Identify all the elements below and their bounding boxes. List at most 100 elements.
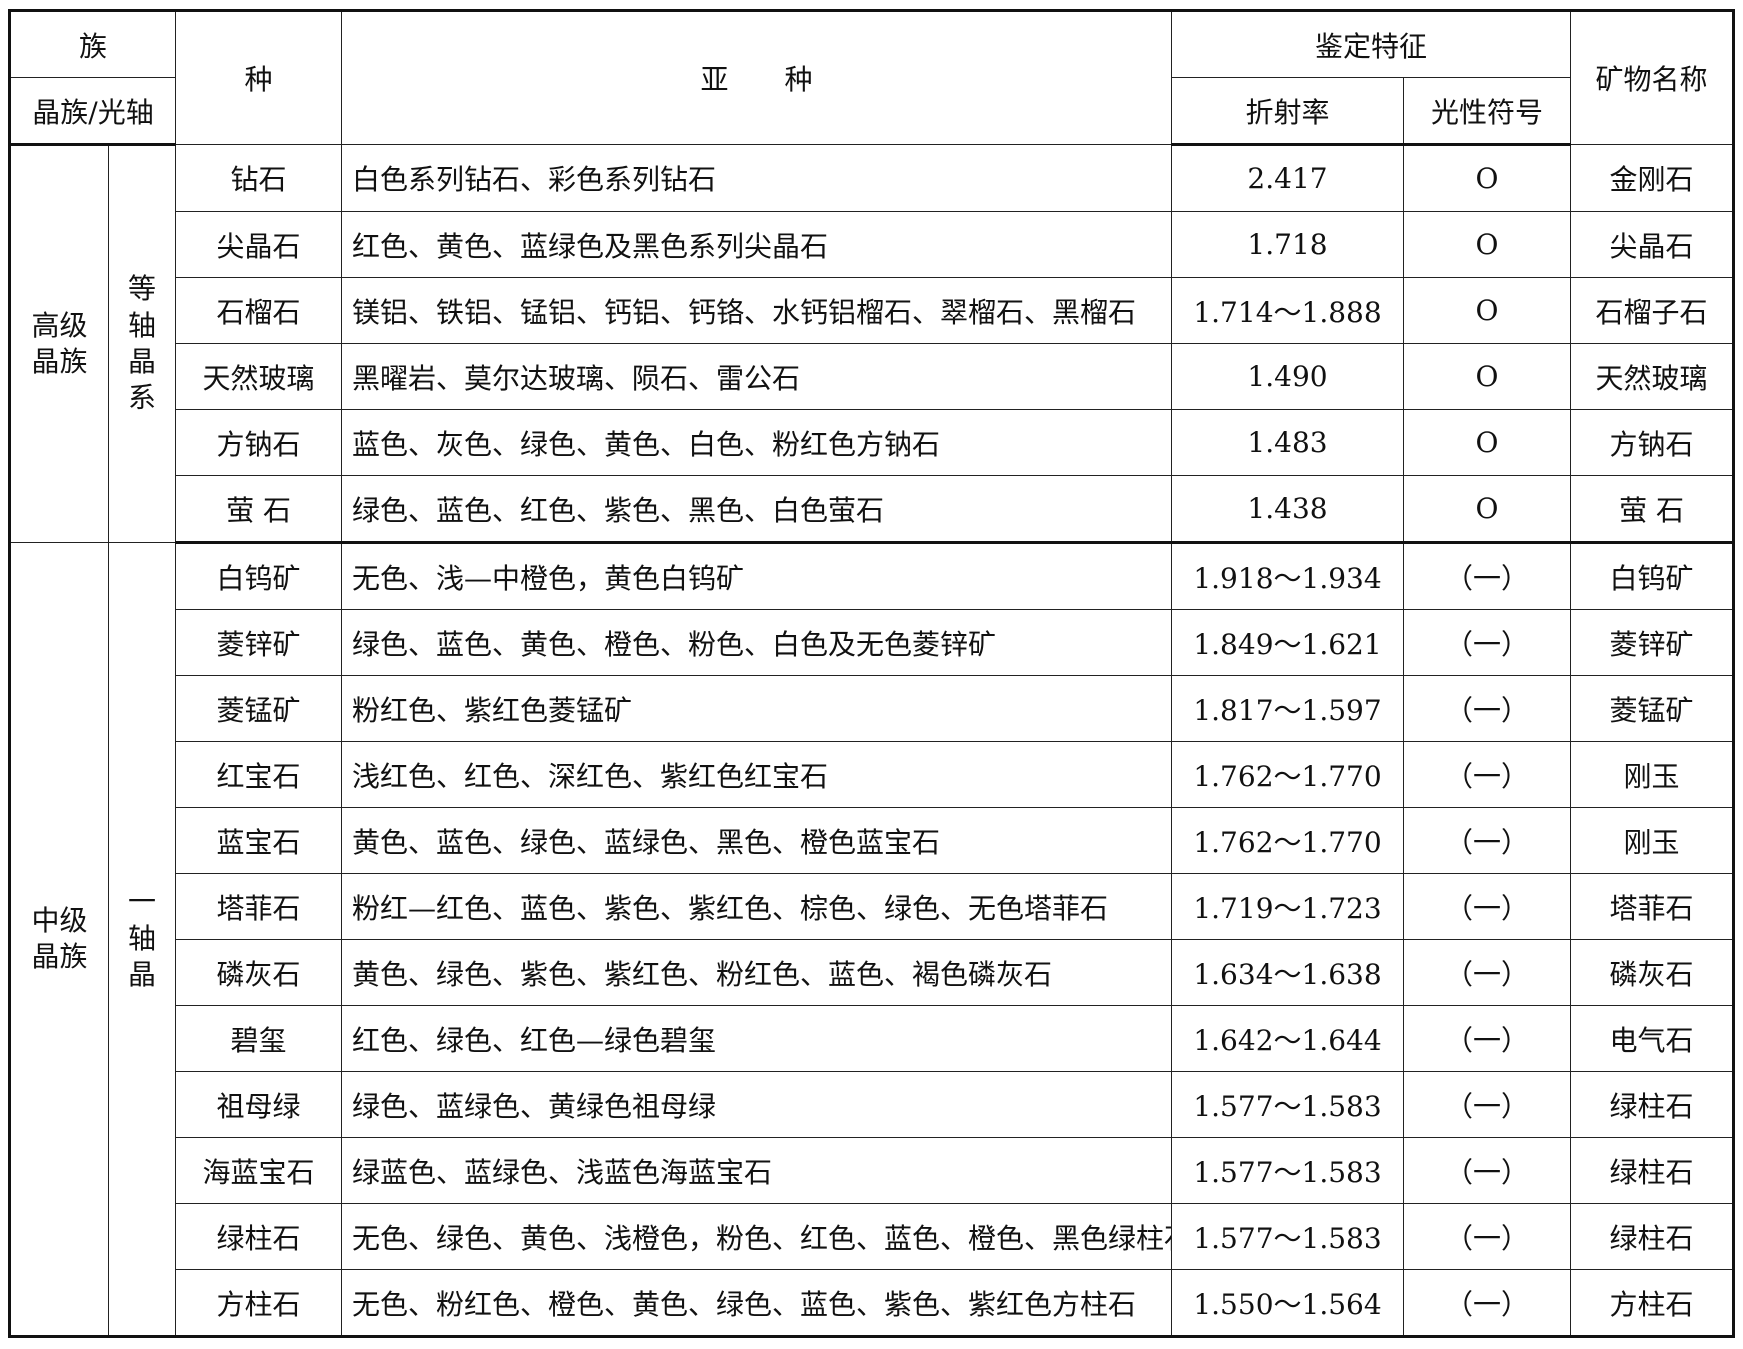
optic-sign-cell: O [1403, 211, 1572, 278]
mineral-name-cell: 石榴子石 [1570, 277, 1735, 344]
table-row: 中级晶族 一轴晶 白钨矿 无色、浅—中橙色，黄色白钨矿 1.918～1.934 （一） 白钨… [9, 542, 1735, 1337]
optic-sign-cell: （一） [1403, 542, 1572, 610]
subspecies-cell: 无色、浅—中橙色，黄色白钨矿 [341, 542, 1173, 610]
subspecies-cell: 黄色、绿色、紫色、紫红色、粉红色、蓝色、褐色磷灰石 [341, 939, 1173, 1006]
optic-sign-cell: （一） [1403, 1137, 1572, 1204]
gemstone-classification-table: 族 种 亚 种 鉴定特征 矿物名称 晶族/光轴 折射率 光性符号 高级晶族 等轴晶… [8, 9, 1736, 1338]
subspecies-cell: 绿色、蓝色、红色、紫色、黑色、白色萤石 [341, 475, 1173, 544]
species-cell: 方钠石 [175, 409, 343, 476]
table-row: 绿柱石 无色、绿色、黄色、浅橙色，粉色、红色、蓝色、橙色、黑色绿柱石 1.577～1… [10, 1203, 1735, 1270]
species-cell: 白钨矿 [175, 542, 343, 610]
refractive-index-cell: 1.762～1.770 [1171, 807, 1405, 874]
table-row: 高级晶族 等轴晶系 钻石 白色系列钻石、彩色系列钻石 2.417 O 金刚石 [9, 144, 1735, 543]
species-cell: 钻石 [175, 144, 343, 212]
subspecies-cell: 绿蓝色、蓝绿色、浅蓝色海蓝宝石 [341, 1137, 1173, 1204]
optic-sign-cell: O [1403, 475, 1572, 544]
refractive-index-cell: 1.550～1.564 [1171, 1269, 1405, 1337]
mineral-name-cell: 刚玉 [1570, 741, 1735, 808]
subspecies-cell: 绿色、蓝色、黄色、橙色、粉色、白色及无色菱锌矿 [341, 609, 1173, 676]
optic-sign-cell: （一） [1403, 1269, 1572, 1337]
subspecies-cell: 镁铝、铁铝、锰铝、钙铝、钙铬、水钙铝榴石、翠榴石、黑榴石 [341, 277, 1173, 344]
subspecies-cell: 粉红色、紫红色菱锰矿 [341, 675, 1173, 742]
refractive-index-cell: 1.817～1.597 [1171, 675, 1405, 742]
optic-sign-cell: （一） [1403, 609, 1572, 676]
species-cell: 方柱石 [175, 1269, 343, 1337]
table-row: 海蓝宝石 绿蓝色、蓝绿色、浅蓝色海蓝宝石 1.577～1.583 （一） 绿柱石 [10, 1137, 1735, 1204]
refractive-index-cell: 1.577～1.583 [1171, 1071, 1405, 1138]
crystal-system-cell: 一轴晶 [107, 542, 177, 1337]
mineral-name-cell: 绿柱石 [1570, 1137, 1735, 1204]
refractive-index-cell: 1.762～1.770 [1171, 741, 1405, 808]
mineral-name-cell: 白钨矿 [1570, 542, 1735, 610]
crystal-system-label: 等轴晶系 [128, 272, 157, 415]
refractive-index-cell: 1.719～1.723 [1171, 873, 1405, 940]
mineral-name-cell: 天然玻璃 [1570, 343, 1735, 410]
refractive-index-cell: 1.634～1.638 [1171, 939, 1405, 1006]
mineral-name-cell: 塔菲石 [1570, 873, 1735, 940]
optic-sign-cell: （一） [1403, 1071, 1572, 1138]
table-row: 碧玺 红色、绿色、红色—绿色碧玺 1.642～1.644 （一） 电气石 [10, 1005, 1735, 1072]
table-row: 尖晶石 红色、黄色、蓝绿色及黑色系列尖晶石 1.718 O 尖晶石 [10, 211, 1735, 278]
crystal-family-cell: 中级晶族 [9, 542, 109, 1337]
optic-sign-cell: （一） [1403, 675, 1572, 742]
species-cell: 绿柱石 [175, 1203, 343, 1270]
mineral-name-cell: 磷灰石 [1570, 939, 1735, 1006]
table-row: 磷灰石 黄色、绿色、紫色、紫红色、粉红色、蓝色、褐色磷灰石 1.634～1.638 （… [10, 939, 1735, 1006]
table-row: 蓝宝石 黄色、蓝色、绿色、蓝绿色、黑色、橙色蓝宝石 1.762～1.770 （一） 刚玉 [10, 807, 1735, 874]
species-cell: 蓝宝石 [175, 807, 343, 874]
subspecies-cell: 白色系列钻石、彩色系列钻石 [341, 144, 1173, 212]
species-cell: 天然玻璃 [175, 343, 343, 410]
header-optic-sign: 光性符号 [1403, 77, 1572, 146]
refractive-index-cell: 1.577～1.583 [1171, 1203, 1405, 1270]
mineral-name-cell: 绿柱石 [1570, 1071, 1735, 1138]
header-identification: 鉴定特征 [1171, 10, 1572, 78]
header-subspecies: 亚 种 [341, 10, 1173, 145]
mineral-name-cell: 方钠石 [1570, 409, 1735, 476]
refractive-index-cell: 1.714～1.888 [1171, 277, 1405, 344]
optic-sign-cell: O [1403, 409, 1572, 476]
subspecies-cell: 绿色、蓝绿色、黄绿色祖母绿 [341, 1071, 1173, 1138]
subspecies-cell: 无色、绿色、黄色、浅橙色，粉色、红色、蓝色、橙色、黑色绿柱石 [341, 1203, 1173, 1270]
refractive-index-cell: 1.849～1.621 [1171, 609, 1405, 676]
table-row: 祖母绿 绿色、蓝绿色、黄绿色祖母绿 1.577～1.583 （一） 绿柱石 [10, 1071, 1735, 1138]
species-cell: 萤 石 [175, 475, 343, 544]
mineral-name-cell: 电气石 [1570, 1005, 1735, 1072]
crystal-family-cell: 高级晶族 [9, 144, 109, 543]
subspecies-cell: 蓝色、灰色、绿色、黄色、白色、粉红色方钠石 [341, 409, 1173, 476]
species-cell: 塔菲石 [175, 873, 343, 940]
refractive-index-cell: 1.577～1.583 [1171, 1137, 1405, 1204]
refractive-index-cell: 1.642～1.644 [1171, 1005, 1405, 1072]
table-row: 菱锰矿 粉红色、紫红色菱锰矿 1.817～1.597 （一） 菱锰矿 [10, 675, 1735, 742]
refractive-index-cell: 1.483 [1171, 409, 1405, 476]
header-mineral-name: 矿物名称 [1570, 10, 1735, 145]
table-row: 方钠石 蓝色、灰色、绿色、黄色、白色、粉红色方钠石 1.483 O 方钠石 [10, 409, 1735, 476]
species-cell: 磷灰石 [175, 939, 343, 1006]
crystal-system-cell: 等轴晶系 [107, 144, 177, 543]
subspecies-cell: 红色、黄色、蓝绿色及黑色系列尖晶石 [341, 211, 1173, 278]
mineral-name-cell: 萤 石 [1570, 475, 1735, 544]
species-cell: 菱锰矿 [175, 675, 343, 742]
header-crystal-family-axis: 晶族/光轴 [8, 77, 177, 146]
subspecies-cell: 红色、绿色、红色—绿色碧玺 [341, 1005, 1173, 1072]
optic-sign-cell: O [1403, 277, 1572, 344]
species-cell: 祖母绿 [175, 1071, 343, 1138]
optic-sign-cell: （一） [1403, 1005, 1572, 1072]
optic-sign-cell: （一） [1403, 741, 1572, 808]
subspecies-cell: 粉红—红色、蓝色、紫色、紫红色、棕色、绿色、无色塔菲石 [341, 873, 1173, 940]
subspecies-cell: 黑曜岩、莫尔达玻璃、陨石、雷公石 [341, 343, 1173, 410]
species-cell: 菱锌矿 [175, 609, 343, 676]
mineral-name-cell: 尖晶石 [1570, 211, 1735, 278]
species-cell: 红宝石 [175, 741, 343, 808]
species-cell: 尖晶石 [175, 211, 343, 278]
refractive-index-cell: 1.718 [1171, 211, 1405, 278]
crystal-family-label: 高级晶族 [31, 308, 88, 378]
optic-sign-cell: （一） [1403, 873, 1572, 940]
mineral-name-cell: 刚玉 [1570, 807, 1735, 874]
optic-sign-cell: （一） [1403, 1203, 1572, 1270]
optic-sign-cell: （一） [1403, 939, 1572, 1006]
mineral-name-cell: 菱锰矿 [1570, 675, 1735, 742]
header-family: 族 [8, 10, 177, 78]
crystal-system-label: 一轴晶 [128, 885, 157, 992]
header-species: 种 [175, 10, 343, 145]
refractive-index-cell: 1.438 [1171, 475, 1405, 544]
